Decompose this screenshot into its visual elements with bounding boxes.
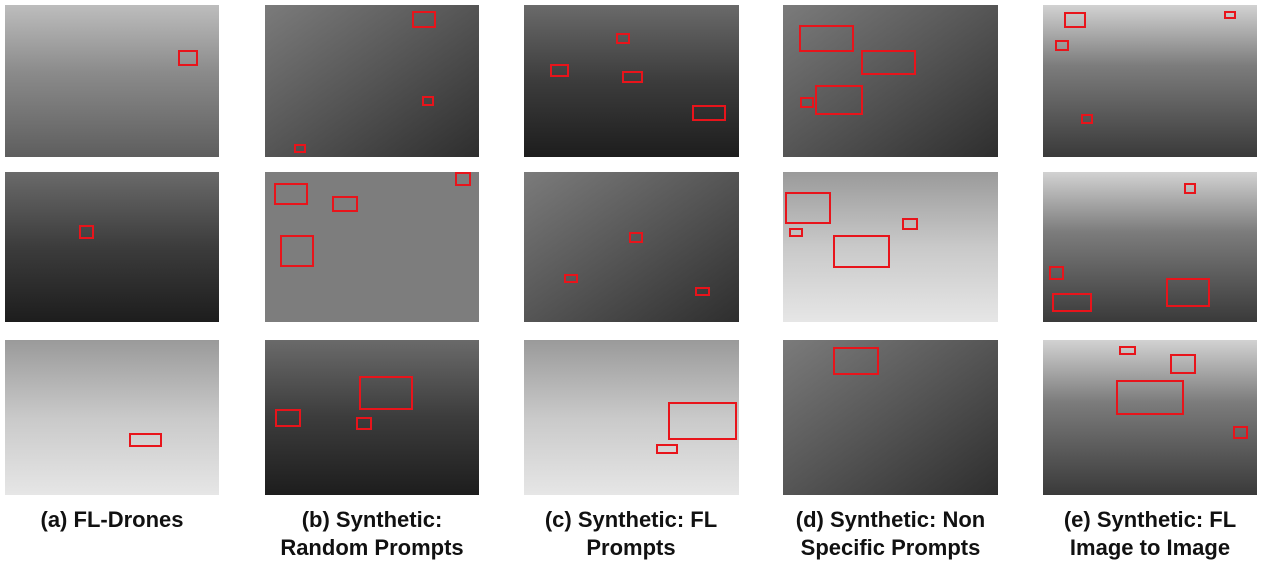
caption: (d) Synthetic: Non Specific Prompts xyxy=(773,506,1008,562)
row-2 xyxy=(5,172,1257,322)
image xyxy=(783,5,998,157)
caption: (b) Synthetic: Random Prompts xyxy=(262,506,482,562)
image xyxy=(524,340,739,495)
caption: (a) FL-Drones xyxy=(0,506,237,534)
figure: {"captions": ["(a) FL-Drones", "(b) Synt… xyxy=(0,0,1264,565)
row-3 xyxy=(5,340,1257,495)
image xyxy=(265,5,479,157)
image xyxy=(5,172,219,322)
image xyxy=(783,172,998,322)
image xyxy=(5,5,219,157)
caption: (e) Synthetic: FL Image to Image xyxy=(1040,506,1260,562)
image xyxy=(265,172,479,322)
image xyxy=(5,340,219,495)
image xyxy=(1043,172,1257,322)
caption: (c) Synthetic: FL Prompts xyxy=(521,506,741,562)
image xyxy=(1043,340,1257,495)
image xyxy=(524,172,739,322)
image xyxy=(783,340,998,495)
image-grid xyxy=(0,0,1264,500)
